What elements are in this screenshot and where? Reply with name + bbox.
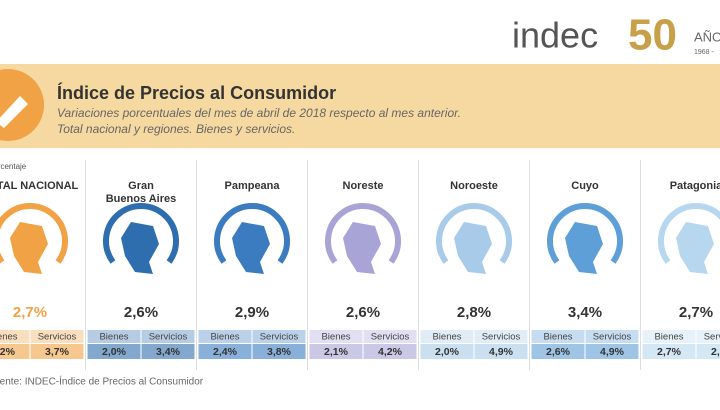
years-label: AÑOS xyxy=(694,29,720,44)
region-name: Pampeana xyxy=(224,180,280,192)
goods-label: Bienes xyxy=(432,332,461,343)
region-map xyxy=(121,222,159,274)
services-label: Servicios xyxy=(704,332,720,343)
anniversary: 50 xyxy=(628,11,677,60)
services-label: Servicios xyxy=(38,332,77,343)
services-label: Servicios xyxy=(371,332,410,343)
services-label: Servicios xyxy=(260,332,299,343)
goods-value: 2,0% xyxy=(435,346,460,358)
banner-subtitle: Variaciones porcentuales del mes de abri… xyxy=(57,106,461,120)
region-name: Noreste xyxy=(343,180,384,192)
unit-label: Porcentaje xyxy=(0,162,27,171)
banner-title: Índice de Precios al Consumidor xyxy=(57,82,336,103)
region-total: 2,7% xyxy=(13,304,47,321)
goods-label: Bienes xyxy=(99,332,128,343)
goods-value: 2,0% xyxy=(102,346,127,358)
value-row xyxy=(643,344,720,359)
goods-value: 2,2% xyxy=(0,346,16,358)
region-total: 2,9% xyxy=(235,304,269,321)
region-total: 2,6% xyxy=(346,304,380,321)
goods-label: Bienes xyxy=(654,332,683,343)
region-total: 3,4% xyxy=(568,304,602,321)
region-name: Gran xyxy=(128,180,154,192)
region-map xyxy=(343,222,381,274)
region-name: TOTAL NACIONAL xyxy=(0,180,79,192)
source: Fuente: INDEC-Índice de Precios al Consu… xyxy=(0,375,204,388)
goods-value: 2,7% xyxy=(657,346,682,358)
services-value: 3,4% xyxy=(156,346,181,358)
region-total: 2,6% xyxy=(124,304,158,321)
goods-label: Bienes xyxy=(321,332,350,343)
services-label: Servicios xyxy=(593,332,632,343)
logo: indec xyxy=(512,15,598,56)
goods-value: 2,1% xyxy=(324,346,349,358)
years-range: 1968 - xyxy=(694,49,715,56)
region-map xyxy=(232,222,270,274)
goods-label: Bienes xyxy=(210,332,239,343)
goods-label: Bienes xyxy=(543,332,572,343)
region-total: 2,8% xyxy=(457,304,491,321)
regions: TOTAL NACIONAL 2,7% Bienes Servicios 2,2% 3,7… xyxy=(0,160,720,370)
region-name: Patagonia xyxy=(670,180,720,192)
services-label: Servicios xyxy=(149,332,188,343)
services-value: 3,8% xyxy=(267,346,292,358)
region-map xyxy=(676,222,714,274)
services-value: 4,9% xyxy=(489,346,514,358)
services-value: 4,2% xyxy=(378,346,403,358)
goods-label: Bienes xyxy=(0,332,18,343)
services-label: Servicios xyxy=(482,332,521,343)
goods-value: 2,6% xyxy=(546,346,571,358)
services-value: 4,9% xyxy=(600,346,625,358)
goods-value: 2,4% xyxy=(213,346,238,358)
region-name: Cuyo xyxy=(571,180,599,192)
region-map xyxy=(565,222,603,274)
region-map xyxy=(454,222,492,274)
services-value: 3,7% xyxy=(45,346,70,358)
services-value: 2,8% xyxy=(711,346,720,358)
banner-subtitle: Total nacional y regiones. Bienes y serv… xyxy=(57,122,295,136)
region-map xyxy=(10,222,48,274)
region-name: Noroeste xyxy=(450,180,498,192)
region-total: 2,7% xyxy=(679,304,713,321)
